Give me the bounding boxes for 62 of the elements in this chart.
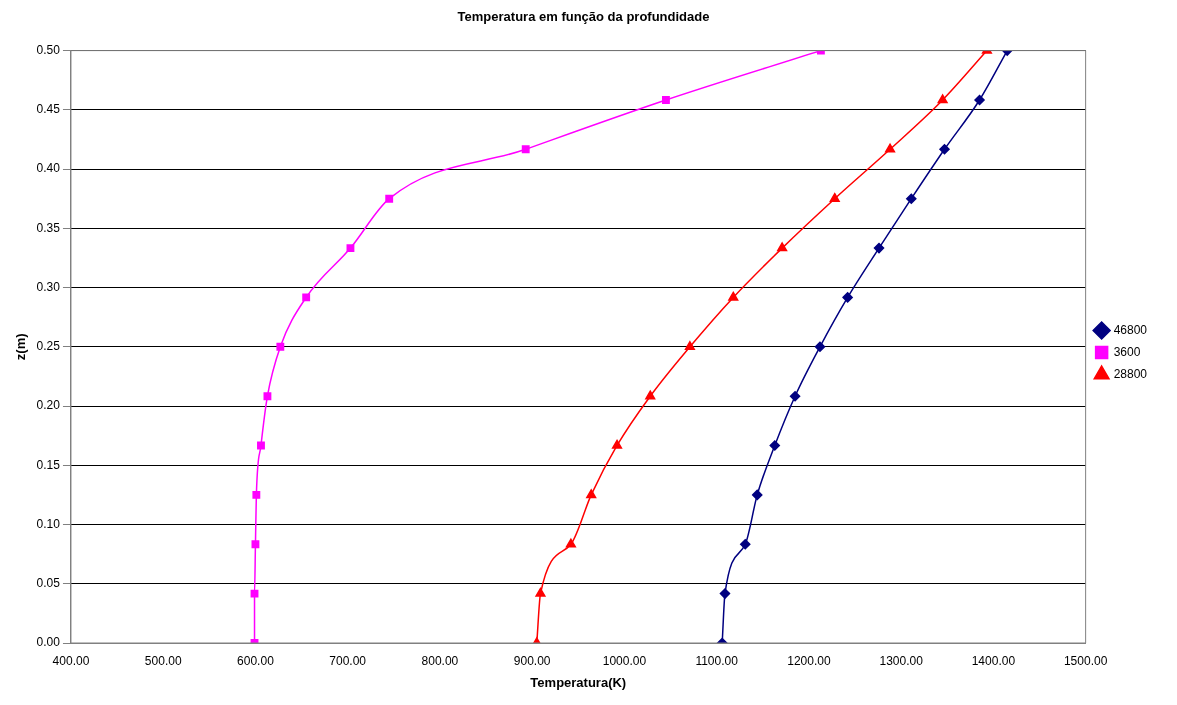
x-tick-label: 700.00 [329,653,367,668]
x-tick-label: 1400.00 [971,653,1016,668]
point [885,143,896,153]
point [740,539,751,550]
y-tick-label: 0.25 [36,339,61,354]
point [829,192,840,202]
point [974,94,985,106]
point [302,293,311,302]
point [769,440,781,451]
y-tick-label: 0.00 [36,635,61,650]
x-axis-title: Temperatura(K) [530,674,627,690]
point [937,94,948,104]
point [661,96,670,104]
point [521,145,530,154]
point [873,242,885,254]
point [276,342,285,351]
point [263,392,272,401]
point [814,341,826,353]
x-tick-label: 1200.00 [787,653,831,668]
y-tick-label: 0.50 [36,42,61,57]
x-tick-label: 800.00 [421,653,459,668]
point [252,490,261,499]
legend-label: 3600 [1113,344,1141,359]
x-tick-label: 500.00 [144,653,182,668]
point [842,292,853,303]
x-tick-label: 1300.00 [879,653,924,668]
x-tick-label: 900.00 [513,653,551,668]
y-tick-label: 0.20 [36,398,61,413]
x-tick-label: 400.00 [52,653,90,668]
point [611,439,623,449]
chart-title: Temperatura em função da profundidade [457,9,710,25]
point [250,589,259,598]
y-tick-label: 0.35 [36,220,61,235]
point [645,390,656,400]
x-tick-label: 1100.00 [695,653,739,668]
x-tick-label: 600.00 [237,653,275,668]
x-tick-label: 1500.00 [1063,653,1108,668]
y-tick-label: 0.30 [36,279,61,294]
legend-label: 46800 [1113,322,1148,337]
point [684,341,695,351]
legend-label: 28800 [1113,366,1148,381]
y-tick-label: 0.40 [36,161,61,176]
point [385,194,394,203]
y-axis-title: z(m) [13,333,29,361]
point [565,538,576,548]
y-tick-label: 0.10 [36,516,61,531]
point [752,489,763,501]
point [535,587,546,597]
point [728,291,739,301]
point [789,390,801,402]
point [586,489,597,499]
point [719,588,731,599]
y-tick-label: 0.45 [36,102,61,117]
point [346,244,355,253]
point [257,441,265,450]
x-tick-label: 1000.00 [602,653,647,668]
point [251,540,260,549]
y-tick-label: 0.15 [36,457,61,472]
point [939,144,950,155]
point [777,242,788,252]
point [906,193,917,204]
y-tick-label: 0.05 [36,576,61,591]
